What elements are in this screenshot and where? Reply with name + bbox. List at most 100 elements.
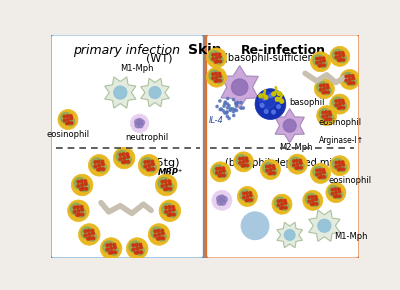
Circle shape	[222, 197, 227, 202]
Circle shape	[157, 232, 166, 241]
Circle shape	[326, 84, 329, 86]
Circle shape	[168, 209, 171, 212]
Polygon shape	[105, 77, 136, 108]
Circle shape	[74, 177, 86, 189]
Circle shape	[348, 82, 350, 85]
Circle shape	[242, 196, 245, 199]
Circle shape	[345, 75, 348, 78]
Circle shape	[172, 206, 174, 209]
Circle shape	[97, 160, 100, 163]
Circle shape	[336, 195, 338, 197]
Circle shape	[280, 207, 282, 209]
Circle shape	[322, 57, 325, 59]
Circle shape	[338, 164, 341, 167]
Circle shape	[272, 110, 275, 114]
Text: MBP⁺: MBP⁺	[158, 168, 183, 177]
Circle shape	[165, 206, 168, 209]
Circle shape	[305, 193, 316, 204]
Circle shape	[338, 103, 341, 105]
Circle shape	[135, 123, 140, 128]
Text: eosinophil: eosinophil	[46, 130, 90, 139]
Circle shape	[284, 230, 295, 240]
Circle shape	[165, 211, 168, 213]
Circle shape	[310, 203, 313, 206]
Circle shape	[335, 100, 338, 102]
Circle shape	[172, 213, 175, 216]
Circle shape	[345, 79, 348, 82]
Circle shape	[328, 186, 340, 197]
Circle shape	[334, 195, 336, 198]
Circle shape	[316, 61, 318, 64]
Circle shape	[342, 161, 344, 164]
Circle shape	[58, 110, 78, 130]
Circle shape	[269, 94, 273, 97]
Circle shape	[126, 238, 148, 259]
Circle shape	[114, 86, 127, 99]
Circle shape	[87, 238, 90, 240]
Circle shape	[162, 232, 164, 235]
Circle shape	[318, 64, 321, 67]
Circle shape	[212, 73, 214, 75]
Circle shape	[335, 52, 338, 55]
Circle shape	[352, 75, 354, 77]
Circle shape	[109, 251, 112, 254]
Circle shape	[280, 99, 284, 103]
Circle shape	[292, 164, 295, 166]
Circle shape	[338, 102, 346, 110]
Circle shape	[319, 109, 330, 120]
Circle shape	[219, 60, 222, 63]
Text: M1-Mph: M1-Mph	[120, 64, 154, 73]
Circle shape	[135, 251, 138, 254]
Circle shape	[295, 167, 298, 169]
Circle shape	[161, 185, 164, 188]
Circle shape	[234, 109, 236, 111]
Circle shape	[70, 122, 73, 124]
Circle shape	[249, 192, 252, 194]
Circle shape	[148, 164, 150, 167]
Text: M2-Mph: M2-Mph	[279, 143, 313, 152]
Circle shape	[212, 77, 214, 79]
Circle shape	[326, 86, 329, 89]
Circle shape	[226, 111, 228, 113]
Circle shape	[88, 233, 91, 236]
Circle shape	[296, 160, 298, 162]
Polygon shape	[221, 66, 258, 109]
Circle shape	[235, 105, 238, 108]
Circle shape	[270, 172, 273, 174]
Circle shape	[311, 195, 314, 198]
Circle shape	[239, 162, 241, 164]
Circle shape	[206, 67, 226, 87]
Circle shape	[70, 115, 72, 117]
Circle shape	[327, 91, 330, 93]
Circle shape	[113, 243, 116, 246]
Circle shape	[218, 53, 221, 56]
Circle shape	[318, 176, 321, 179]
Circle shape	[245, 199, 248, 202]
Circle shape	[224, 101, 226, 103]
Circle shape	[329, 113, 332, 116]
Circle shape	[322, 111, 324, 114]
Circle shape	[352, 82, 355, 84]
Circle shape	[242, 157, 244, 160]
Circle shape	[250, 199, 252, 201]
Circle shape	[328, 111, 331, 113]
Circle shape	[264, 95, 268, 99]
Circle shape	[313, 166, 324, 177]
Circle shape	[158, 177, 170, 189]
Circle shape	[217, 200, 223, 205]
Circle shape	[147, 160, 150, 163]
Circle shape	[228, 117, 230, 119]
Circle shape	[215, 56, 223, 64]
Circle shape	[334, 191, 337, 194]
Circle shape	[273, 172, 276, 174]
Circle shape	[276, 97, 279, 101]
Circle shape	[284, 206, 287, 209]
Circle shape	[320, 88, 322, 91]
Circle shape	[350, 82, 352, 84]
Circle shape	[338, 55, 341, 58]
Circle shape	[292, 160, 295, 162]
Circle shape	[262, 97, 266, 100]
Circle shape	[139, 120, 144, 125]
Circle shape	[219, 171, 222, 173]
Circle shape	[332, 97, 343, 108]
